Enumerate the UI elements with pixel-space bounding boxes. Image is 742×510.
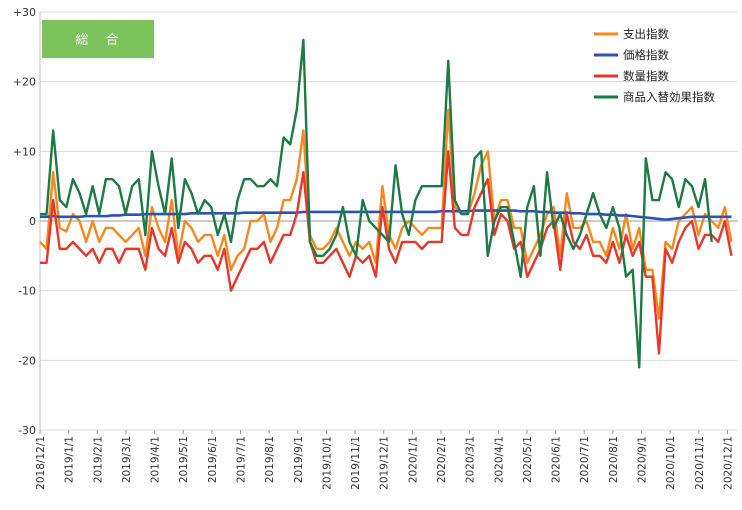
x-tick-label: 2020/6/1 [551,436,563,483]
series-lines [39,38,733,369]
x-tick-label: 2019/11/1 [350,436,362,490]
x-tick-label: 2019/7/1 [236,436,248,483]
legend-label: 商品入替効果指数 [623,90,715,104]
x-tick-label: 2020/11/1 [694,436,706,490]
x-tick-label: 2020/3/1 [465,436,477,483]
x-tick-label: 2020/4/1 [493,436,505,483]
x-tick-label: 2019/8/1 [264,436,276,483]
x-tick-label: 2019/2/1 [92,436,104,483]
x-tick-label: 2019/3/1 [121,436,133,483]
y-tick-label: -10 [18,285,36,298]
x-tick-label: 2019/10/1 [321,436,333,490]
legend-label: 支出指数 [623,27,669,41]
y-tick-label: 0 [29,215,36,228]
y-tick-label: -20 [18,354,36,367]
x-tick-label: 2020/10/1 [665,436,677,490]
x-tick-label: 2020/9/1 [637,436,649,483]
y-tick-label: +20 [13,76,36,89]
y-tick-label: -30 [18,424,36,437]
x-tick-label: 2020/2/1 [436,436,448,483]
series-line-3 [40,38,713,369]
y-tick-label: +10 [13,145,36,158]
x-tick-label: 2019/1/1 [64,436,76,483]
legend-label: 数量指数 [623,69,669,83]
y-axis: +30 +20 +10 0 -10 -20 -30 [13,6,36,437]
x-tick-label: 2019/9/1 [293,436,305,483]
x-tick-label: 2020/1/1 [407,436,419,483]
x-tick-label: 2019/5/1 [178,436,190,483]
title-badge: 総 合 [42,20,154,58]
series-line-0 [39,108,733,320]
x-tick-label: 2020/5/1 [522,436,534,483]
x-tick-label: 2020/8/1 [608,436,620,483]
x-tick-label: 2020/7/1 [579,436,591,483]
x-axis: 2018/12/1 2019/1/1 2019/2/1 2019/3/1 2019/4/… [35,430,734,490]
x-tick-label: 2018/12/1 [35,436,47,490]
title-badge-background [42,20,154,58]
x-tick-label: 2019/4/1 [150,436,162,483]
series-line-2 [40,150,733,355]
x-tick-label: 2019/12/1 [379,436,391,490]
x-tick-label: 2019/6/1 [207,436,219,483]
legend-label: 価格指数 [623,48,669,62]
chart-title: 総 合 [75,33,120,48]
y-tick-label: +30 [13,6,36,19]
x-tick-label: 2020/12/1 [722,436,734,490]
